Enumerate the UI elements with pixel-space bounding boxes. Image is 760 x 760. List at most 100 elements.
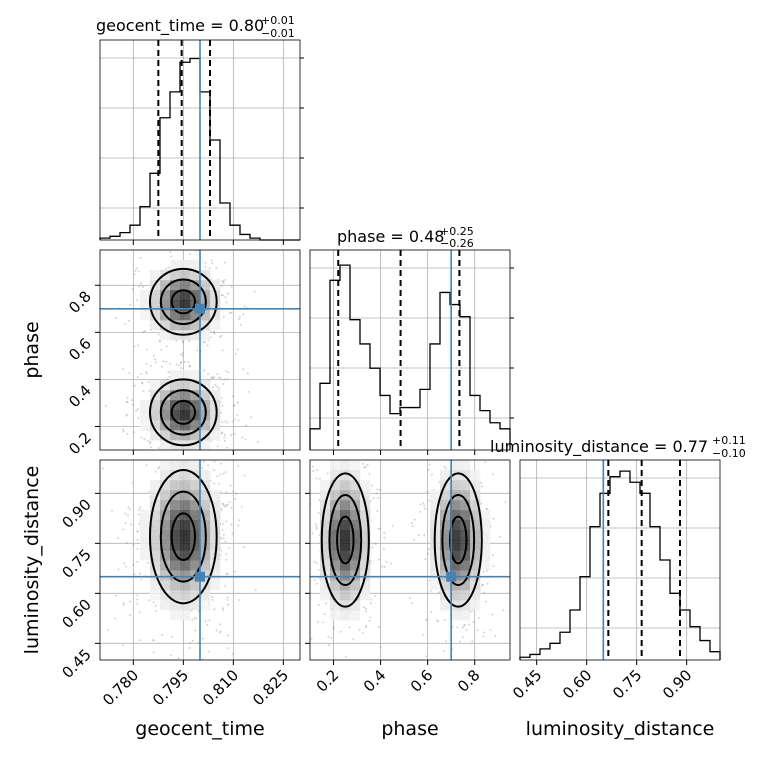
- sample-point: [321, 621, 324, 624]
- sample-point: [146, 561, 149, 564]
- density-cell: [480, 520, 491, 531]
- sample-point: [129, 460, 131, 462]
- contour-line: [441, 494, 476, 586]
- density-cell: [450, 500, 461, 511]
- sample-point: [203, 661, 205, 663]
- density-cell: [320, 530, 331, 541]
- density-cell: [160, 440, 171, 450]
- density-cell: [440, 540, 451, 551]
- sample-point: [328, 644, 331, 647]
- density-cell: [190, 280, 201, 291]
- density-cell: [170, 410, 181, 421]
- sample-point: [223, 504, 226, 507]
- sample-point: [250, 416, 253, 419]
- density-cell: [150, 490, 161, 501]
- density-cell: [140, 310, 151, 321]
- sample-point: [221, 502, 224, 505]
- sample-point: [221, 280, 224, 283]
- sample-point: [296, 529, 298, 531]
- sample-point: [237, 465, 240, 468]
- sample-point: [149, 440, 152, 443]
- density-cell: [150, 530, 161, 541]
- density-cell: [150, 410, 161, 421]
- sample-point: [443, 465, 446, 468]
- sample-point: [136, 376, 139, 379]
- density-cell: [160, 570, 171, 581]
- density-cell: [180, 540, 191, 551]
- sample-point: [158, 452, 160, 454]
- sample-point: [426, 490, 429, 493]
- sample-point: [155, 609, 158, 612]
- density-cell: [190, 500, 201, 511]
- sample-point: [224, 295, 227, 298]
- sample-point: [131, 482, 134, 485]
- sample-point: [348, 626, 351, 629]
- contour-line: [170, 512, 196, 562]
- density-cell: [350, 540, 361, 551]
- density-cell: [180, 290, 191, 301]
- density-cell: [440, 490, 451, 501]
- sample-point: [459, 640, 462, 643]
- sample-point: [218, 387, 221, 390]
- density-cell: [360, 510, 371, 521]
- sample-point: [315, 562, 318, 565]
- density-cell: [430, 500, 441, 511]
- sample-point: [220, 507, 223, 510]
- sample-point: [151, 456, 153, 458]
- sample-point: [117, 568, 120, 571]
- density-cell: [360, 580, 371, 591]
- density-cell: [140, 290, 151, 301]
- sample-point: [352, 426, 354, 428]
- density-cell: [210, 540, 221, 551]
- sample-point: [240, 505, 243, 508]
- sample-point: [213, 482, 216, 485]
- density-cell: [170, 560, 181, 571]
- density-cell: [150, 520, 161, 531]
- sample-point: [170, 255, 173, 258]
- density-cell: [210, 280, 221, 291]
- density-cell: [190, 460, 201, 471]
- density-cell: [450, 460, 461, 471]
- sample-point: [142, 330, 145, 333]
- density-cell: [440, 580, 451, 591]
- density-cell: [180, 480, 191, 491]
- sample-point: [317, 569, 320, 572]
- sample-point: [188, 365, 191, 368]
- sample-point: [491, 613, 494, 616]
- sample-point: [206, 344, 209, 347]
- density-cell: [150, 560, 161, 571]
- sample-point: [204, 261, 207, 264]
- sample-point: [372, 497, 375, 500]
- density-cell: [170, 430, 181, 441]
- sample-point: [168, 375, 171, 378]
- histogram-phase: [309, 264, 511, 450]
- sample-point: [223, 378, 226, 381]
- sample-point: [157, 333, 160, 336]
- density-cell: [470, 500, 481, 511]
- sample-point: [125, 400, 128, 403]
- sample-point: [230, 285, 233, 288]
- contour-line: [336, 515, 355, 565]
- density-cell: [470, 600, 481, 611]
- density-cell: [340, 480, 351, 491]
- sample-point: [481, 584, 484, 587]
- sample-point: [238, 599, 241, 602]
- density-cell: [350, 580, 361, 591]
- density-cell: [320, 550, 331, 561]
- sample-point: [369, 602, 372, 605]
- x-tick-label: 0.795: [149, 666, 192, 709]
- sample-point: [210, 375, 213, 378]
- sample-point: [220, 462, 223, 465]
- x-tick-label: 0.810: [199, 666, 242, 709]
- density-cell: [190, 600, 201, 611]
- contour-line: [170, 399, 196, 425]
- sample-point: [135, 267, 138, 270]
- density-cell: [360, 520, 371, 531]
- sample-point: [437, 446, 439, 448]
- sample-point: [483, 631, 486, 634]
- sample-point: [365, 624, 368, 627]
- density-cell: [170, 600, 181, 611]
- sample-point: [437, 620, 440, 623]
- sample-point: [105, 405, 108, 408]
- density-cell: [330, 490, 341, 501]
